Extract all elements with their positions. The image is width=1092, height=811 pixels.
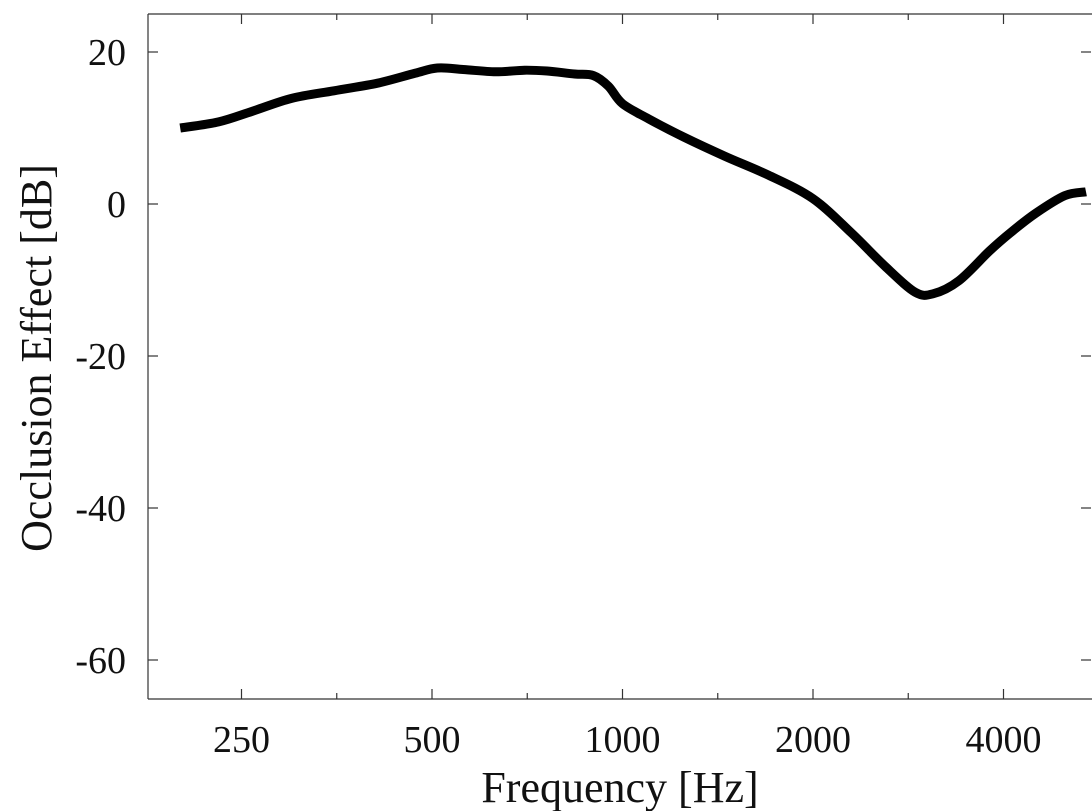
y-tick-label: -40	[75, 488, 126, 530]
x-tick-label: 500	[404, 719, 461, 761]
series-layer	[179, 63, 1087, 300]
y-tick-label: -60	[75, 640, 126, 682]
occlusion-effect-line	[179, 63, 1087, 300]
x-axis-title: Frequency [Hz]	[481, 763, 758, 811]
tick-labels: 250 500 1000 2000 4000 20 0 -20 -40 -60	[75, 32, 1041, 761]
y-tick-label: 20	[88, 32, 126, 74]
y-tick-label: 0	[107, 184, 126, 226]
x-tick-label: 1000	[585, 719, 661, 761]
x-tick-label: 2000	[775, 719, 851, 761]
axis-ticks	[148, 14, 1091, 699]
x-tick-label: 4000	[966, 719, 1042, 761]
y-tick-label: -20	[75, 336, 126, 378]
y-axis-title: Occlusion Effect [dB]	[12, 164, 61, 552]
plot-axes	[147, 13, 1092, 700]
x-tick-label: 250	[213, 719, 270, 761]
